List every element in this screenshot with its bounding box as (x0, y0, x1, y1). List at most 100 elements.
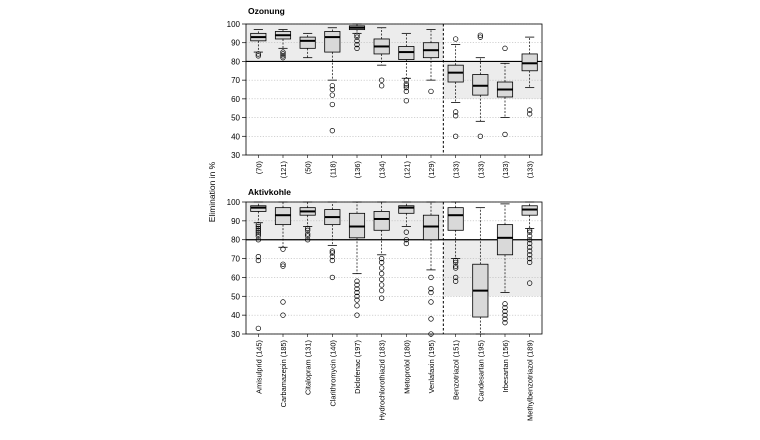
outlier-carbamazepin-0 (280, 312, 286, 318)
outlier-candesartan-1 (477, 34, 483, 40)
y-tick-label-80: 80 (231, 236, 240, 245)
outlier-clarithromycin-2 (329, 92, 335, 98)
outlier-amisulprid-1 (255, 51, 261, 57)
outlier-citalopram-2 (305, 231, 311, 237)
x-label-amisulprid: (70) (254, 161, 263, 174)
x-label-candesartan: Candesartan (195) (476, 340, 485, 402)
outlier-clarithromycin-1 (329, 101, 335, 108)
x-label-carbamazepin: (121) (279, 161, 288, 178)
x-label-benzotriazol: (133) (452, 161, 461, 178)
outlier-amisulprid-7 (255, 227, 261, 233)
y-tick-label-30: 30 (231, 330, 240, 339)
outlier-benzotriazol-0 (453, 278, 459, 284)
y-tick-label-40: 40 (231, 132, 240, 141)
panel-title: Aktivkohle (248, 187, 291, 197)
y-tick-label-50: 50 (231, 292, 240, 301)
outlier-diclofenac-4 (354, 289, 360, 296)
outlier-amisulprid-4 (255, 233, 261, 239)
y-tick-label-90: 90 (231, 217, 240, 226)
outlier-diclofenac-5 (354, 286, 360, 292)
outlier-methylbenzotriazol-0 (527, 111, 533, 117)
y-tick-label-70: 70 (231, 76, 240, 85)
outlier-carbamazepin-1 (280, 53, 286, 59)
y-tick-label-100: 100 (227, 198, 241, 207)
outlier-diclofenac-0 (354, 312, 360, 318)
outlier-benzotriazol-2 (453, 109, 459, 115)
y-tick-label-40: 40 (231, 311, 240, 320)
aktivkohle-panel: 30 40 50 60 70 80 90 100 Aktivkohle Amisulprid (1… (227, 187, 543, 421)
outlier-diclofenac-3 (354, 34, 360, 40)
outlier-hydrochlorothiazid-5 (379, 265, 385, 271)
x-label-diclofenac: (136) (353, 161, 362, 178)
outlier-irbesartan-0 (502, 320, 508, 326)
outlier-irbesartan-2 (502, 312, 508, 318)
outlier-clarithromycin-0 (329, 128, 335, 134)
x-label-citalopram: Citalopram (131) (304, 340, 313, 395)
plot-frame (245, 23, 543, 156)
outlier-metoprolol-2 (403, 84, 409, 91)
shaded-band-1 (443, 239, 542, 297)
outlier-methylbenzotriazol-10 (527, 227, 533, 233)
y-tick-label-80: 80 (231, 57, 240, 66)
outlier-clarithromycin-3 (329, 86, 335, 93)
outlier-metoprolol-2 (403, 229, 409, 235)
y-tick-label-60: 60 (231, 273, 240, 282)
y-tick-label-100: 100 (227, 20, 241, 29)
x-label-irbesartan: Irbesartan (156) (501, 340, 510, 393)
outlier-clarithromycin-0 (329, 274, 335, 281)
outlier-methylbenzotriazol-6 (527, 240, 533, 247)
outlier-carbamazepin-4 (280, 246, 286, 252)
outlier-metoprolol-1 (403, 237, 409, 243)
outlier-metoprolol-0 (403, 98, 409, 104)
x-label-clarithromycin: (118) (328, 161, 337, 178)
x-label-methylbenzotriazol: Methylbenzotriazol (189) (526, 340, 535, 421)
box-hydrochlorothiazid (373, 211, 390, 231)
outlier-candesartan-0 (477, 133, 483, 139)
outlier-amisulprid-10 (255, 221, 261, 228)
outlier-venlafaxin-3 (428, 289, 434, 296)
outlier-carbamazepin-3 (280, 49, 286, 55)
x-label-diclofenac: Diclofenac (197) (353, 340, 362, 394)
outlier-amisulprid-1 (255, 257, 261, 264)
outlier-diclofenac-1 (354, 303, 360, 309)
x-label-clarithromycin: Clarithromycin (140) (328, 340, 337, 407)
outlier-hydrochlorothiazid-4 (379, 271, 385, 277)
outlier-amisulprid-0 (255, 53, 261, 59)
outlier-amisulprid-2 (255, 254, 261, 260)
outlier-methylbenzotriazol-7 (527, 237, 533, 243)
x-label-hydrochlorothiazid: (134) (378, 161, 387, 178)
box-citalopram (299, 36, 316, 49)
outlier-amisulprid-0 (255, 325, 261, 331)
outlier-benzotriazol-4 (453, 259, 459, 265)
outlier-methylbenzotriazol-1 (527, 259, 533, 265)
outlier-metoprolol-1 (403, 88, 409, 95)
outlier-diclofenac-6 (354, 282, 360, 288)
outlier-metoprolol-3 (403, 83, 409, 89)
outlier-methylbenzotriazol-5 (527, 244, 533, 250)
outlier-benzotriazol-1 (453, 113, 459, 119)
outlier-citalopram-4 (305, 225, 311, 232)
x-label-irbesartan: (133) (501, 161, 510, 178)
outlier-hydrochlorothiazid-7 (379, 255, 385, 262)
outlier-hydrochlorothiazid-1 (379, 77, 385, 83)
x-label-methylbenzotriazol: (133) (526, 161, 535, 178)
outlier-benzotriazol-2 (453, 265, 459, 271)
outlier-metoprolol-0 (403, 240, 409, 247)
outlier-carbamazepin-0 (280, 55, 286, 61)
outlier-venlafaxin-4 (428, 286, 434, 292)
outlier-hydrochlorothiazid-2 (379, 282, 385, 288)
x-label-venlafaxin: Venlafaxin (195) (427, 340, 436, 393)
outlier-benzotriazol-3 (453, 263, 459, 269)
outlier-benzotriazol-3 (453, 36, 459, 42)
ozonung-panel: 30 40 50 60 70 80 90 100 Ozonung (70) (121) (50) (11… (227, 6, 543, 178)
outlier-methylbenzotriazol-2 (527, 255, 533, 262)
x-label-benzotriazol: Benzotriazol (151) (452, 340, 461, 400)
outlier-diclofenac-7 (354, 278, 360, 284)
x-label-metoprolol: (121) (402, 161, 411, 178)
box-clarithromycin (324, 31, 341, 53)
outlier-methylbenzotriazol-1 (527, 107, 533, 113)
outlier-irbesartan-5 (502, 301, 508, 307)
outlier-clarithromycin-2 (329, 254, 335, 260)
outlier-methylbenzotriazol-0 (527, 280, 533, 286)
outlier-irbesartan-4 (502, 304, 508, 311)
